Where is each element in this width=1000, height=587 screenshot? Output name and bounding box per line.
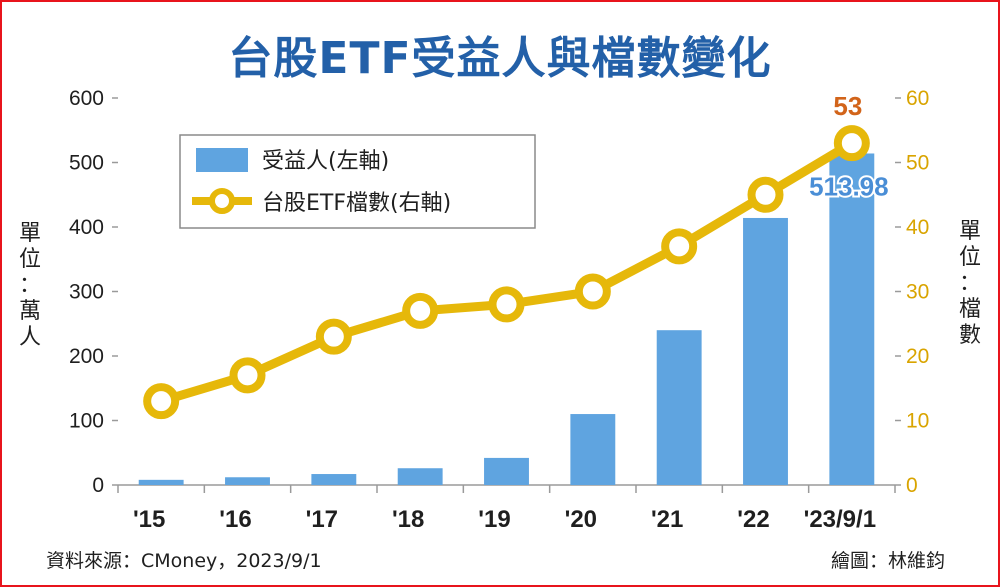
legend-bar-label: 受益人(左軸) [262, 149, 389, 174]
left-axis-tick-label: 600 [69, 87, 104, 110]
x-axis-tick-label: '23/9/1 [804, 506, 876, 533]
right-axis-tick-label: 10 [906, 410, 929, 433]
left-axis-tick-label: 500 [69, 152, 104, 175]
credit-note: 繪圖：林維鈞 [831, 550, 945, 572]
bar [743, 217, 788, 485]
bar-last-value-label: 513.98 [809, 171, 889, 201]
right-axis-tick-label: 0 [906, 474, 918, 497]
legend-line-label: 台股ETF檔數(右軸) [262, 191, 451, 216]
left-axis-tick-label: 0 [92, 474, 104, 497]
bar [829, 153, 875, 485]
bar [138, 479, 184, 485]
right-axis-tick-label: 30 [906, 281, 929, 304]
x-axis-tick-label: '16 [219, 506, 251, 533]
x-axis-tick-label: '20 [565, 506, 597, 533]
line-point [661, 228, 698, 265]
chart-title: 台股ETF受益人與檔數變化 [228, 33, 772, 84]
right-axis-tick-label: 60 [906, 87, 929, 110]
source-note: 資料來源：CMoney，2023/9/1 [46, 550, 322, 572]
bar [225, 477, 270, 485]
x-axis-tick-label: '18 [392, 506, 424, 533]
line-point [143, 383, 180, 420]
right-axis-tick-label: 50 [906, 152, 929, 175]
x-axis-tick-label: '22 [737, 506, 769, 533]
bar [311, 474, 357, 485]
bar [656, 330, 702, 485]
bar [397, 468, 443, 485]
right-axis-tick-label: 20 [906, 345, 929, 368]
x-axis-tick-label: '19 [478, 506, 510, 533]
legend-line-marker [209, 188, 235, 214]
line-last-value-label: 53 [833, 91, 862, 121]
left-axis-tick-label: 400 [69, 216, 104, 239]
x-axis-tick-label: '21 [651, 506, 683, 533]
line-point [574, 273, 611, 310]
bar [484, 457, 529, 485]
legend-bar-swatch [196, 148, 248, 172]
bar [570, 414, 616, 485]
left-axis-unit-label: 單位：萬人 [19, 221, 41, 350]
line-point [747, 176, 784, 213]
line-point [488, 286, 525, 323]
x-axis-tick-label: '17 [306, 506, 338, 533]
line-point [229, 357, 266, 394]
left-axis-tick-label: 100 [69, 410, 104, 433]
x-axis-tick-label: '15 [133, 506, 165, 533]
left-axis-tick-label: 200 [69, 345, 104, 368]
line-point [315, 318, 352, 355]
left-axis-tick-label: 300 [69, 281, 104, 304]
line-point [402, 292, 439, 329]
line-point [833, 125, 870, 162]
right-axis-tick-label: 40 [906, 216, 929, 239]
right-axis-unit-label: 單位：檔數 [959, 219, 981, 348]
